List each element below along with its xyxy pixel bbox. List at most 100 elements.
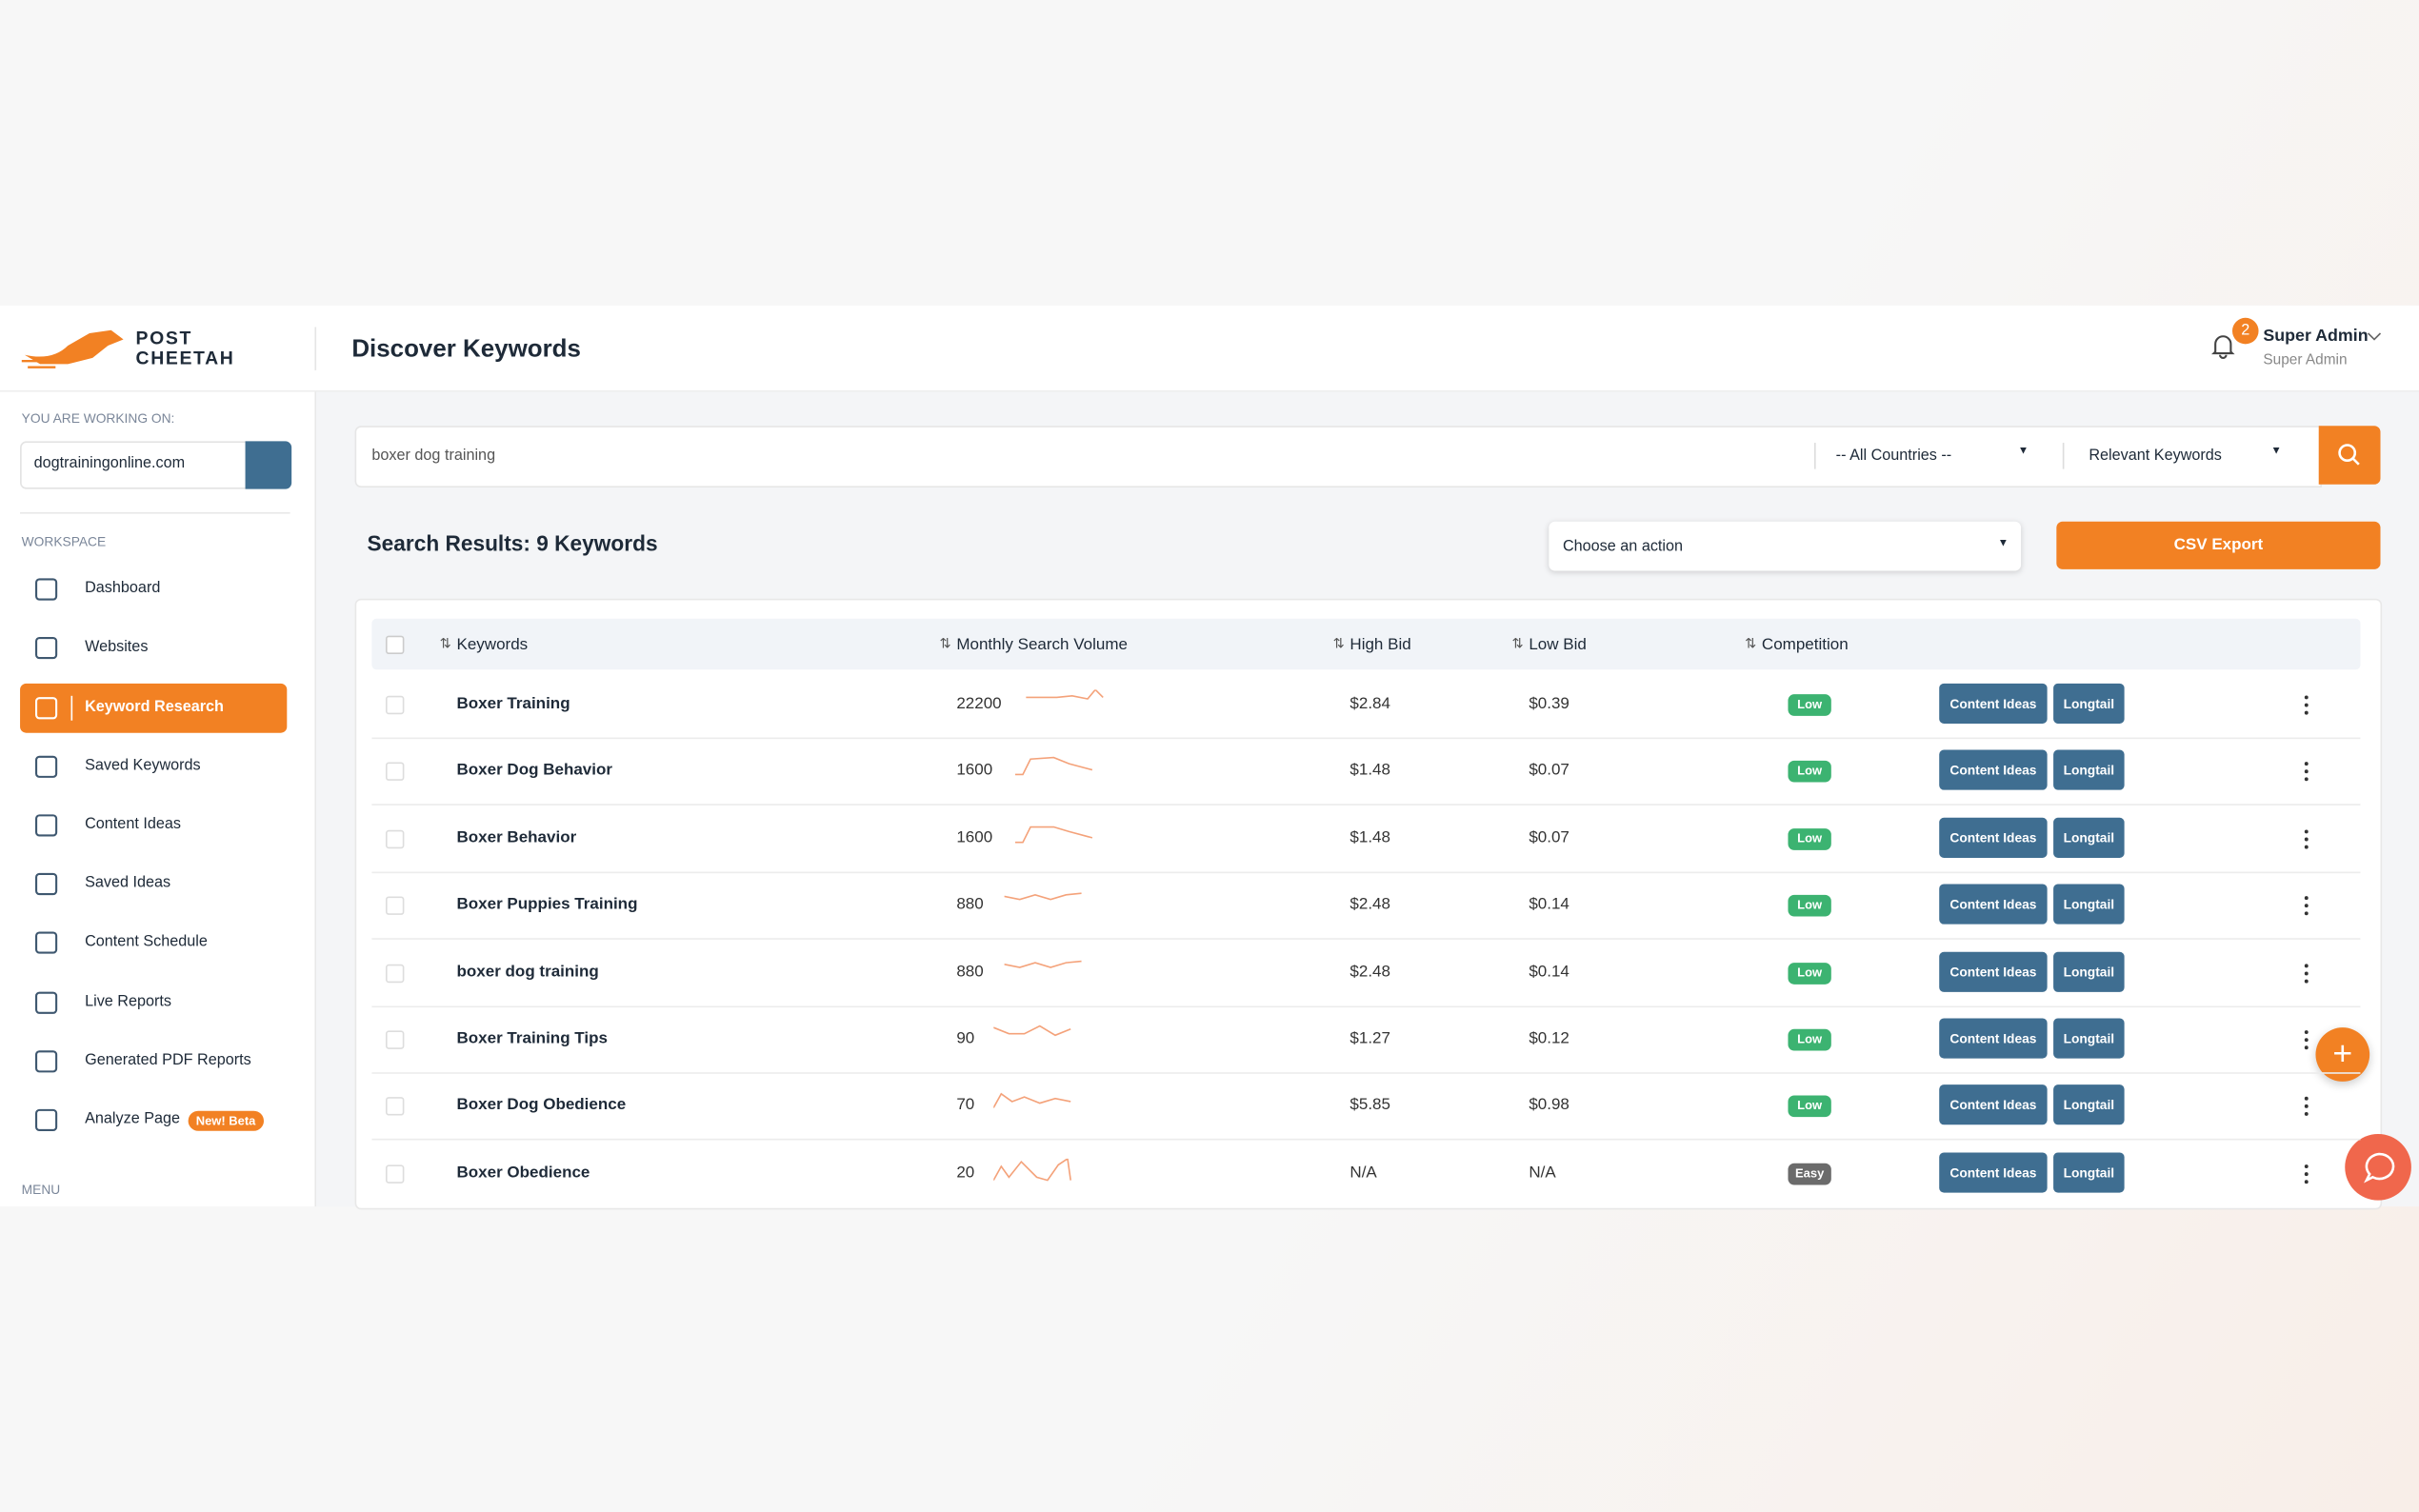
high-bid: $2.48 [1349,895,1390,914]
row-checkbox[interactable] [385,1097,405,1117]
action-select[interactable] [1549,521,2022,571]
row-menu[interactable] [2304,828,2309,850]
nav-item[interactable]: Analyze Page [85,1110,181,1128]
nav-active-bg[interactable] [20,683,288,733]
chevron[interactable] [2367,330,2382,343]
column-header[interactable]: Competition [1761,635,1849,655]
keyword[interactable]: Boxer Dog Obedience [456,1096,627,1115]
competition-badge: Low [1788,761,1831,784]
row-checkbox[interactable] [385,896,405,916]
row-checkbox[interactable] [385,763,405,782]
nav-item[interactable]: Live Reports [85,993,172,1011]
row-menu[interactable] [2304,895,2309,917]
high-bid: $1.48 [1349,761,1390,780]
longtail-button[interactable]: Longtail [2053,951,2125,992]
search-button[interactable] [2318,426,2381,485]
row-checkbox[interactable] [385,829,405,848]
nav-item[interactable]: Websites [85,638,149,656]
content-ideas-button[interactable]: Content Ideas [1939,951,2048,992]
high-bid: $5.85 [1349,1096,1390,1115]
keyword[interactable]: Boxer Obedience [456,1163,590,1182]
low-bid: $0.12 [1529,1028,1569,1048]
country-select[interactable]: -- All Countries -- [1835,447,1952,465]
nav-item[interactable]: Content Ideas [85,816,181,834]
row-menu[interactable] [2304,694,2309,716]
high-bid: $1.27 [1349,1028,1390,1048]
row-menu[interactable] [2304,962,2309,984]
keyword[interactable]: Boxer Training [456,694,570,713]
keyword[interactable]: Boxer Puppies Training [456,895,638,914]
search-volume: 1600 [956,827,993,847]
nav-item[interactable]: Dashboard [85,580,161,598]
mode-select[interactable]: Relevant Keywords [2089,447,2222,465]
longtail-button[interactable]: Longtail [2053,750,2125,791]
caret: ▼ [2270,446,2282,457]
row-divider [371,938,2361,941]
content-ideas-button[interactable]: Content Ideas [1939,1018,2048,1059]
column-header[interactable]: Monthly Search Volume [956,635,1128,655]
search-volume: 70 [956,1096,975,1115]
longtail-button[interactable]: Longtail [2053,1018,2125,1059]
longtail-button[interactable]: Longtail [2053,884,2125,925]
nav-separator [70,695,73,721]
csv-export-button[interactable]: CSV Export [2056,521,2381,569]
row-checkbox[interactable] [385,1164,405,1184]
content-ideas-button[interactable]: Content Ideas [1939,1084,2048,1125]
website-button[interactable] [245,441,292,489]
column-header[interactable]: Keywords [456,635,529,655]
row-menu[interactable] [2304,1163,2309,1184]
caret: ▼ [2017,446,2029,457]
competition-badge: Low [1788,827,1831,850]
bell-icon[interactable] [2210,331,2235,359]
row-divider [371,737,2361,740]
longtail-button[interactable]: Longtail [2053,817,2125,858]
nav-item[interactable]: Keyword Research [85,699,224,716]
nav-icon [35,1050,58,1073]
high-bid: $1.48 [1349,827,1390,847]
row-menu[interactable] [2304,761,2309,783]
nav-icon [35,578,58,601]
keyword[interactable]: boxer dog training [456,962,599,981]
trend-sparkline [1014,826,1093,844]
keyword[interactable]: Boxer Dog Behavior [456,761,613,780]
low-bid: $0.14 [1529,895,1569,914]
content-ideas-button[interactable]: Content Ideas [1939,884,2048,925]
nav-item[interactable]: Saved Ideas [85,874,171,892]
nav-item[interactable]: Saved Keywords [85,757,201,775]
content-ideas-button[interactable]: Content Ideas [1939,683,2048,724]
row-menu[interactable] [2304,1096,2309,1118]
nav-item[interactable]: Content Schedule [85,933,208,951]
results-title: Search Results: 9 Keywords [367,530,658,556]
longtail-button[interactable]: Longtail [2053,1152,2125,1193]
keyword[interactable]: Boxer Training Tips [456,1028,608,1048]
competition-badge: Low [1788,694,1831,716]
content-ideas-button[interactable]: Content Ideas [1939,1152,2048,1193]
row-divider [371,871,2361,873]
divider [2062,443,2065,469]
competition-badge: Low [1788,962,1831,985]
column-header[interactable]: High Bid [1349,635,1411,655]
row-menu[interactable] [2304,1029,2309,1051]
user-name[interactable]: Super Admin [2263,327,2369,346]
chat-button[interactable] [2345,1133,2411,1201]
search-bar[interactable] [354,426,2322,488]
content-ideas-button[interactable]: Content Ideas [1939,750,2048,791]
low-bid: $0.07 [1529,827,1569,847]
working-on-label: YOU ARE WORKING ON: [21,410,175,427]
row-checkbox[interactable] [385,964,405,983]
column-header[interactable]: Low Bid [1529,635,1587,655]
header-checkbox[interactable] [385,635,405,655]
longtail-button[interactable]: Longtail [2053,1084,2125,1125]
nav-item[interactable]: Generated PDF Reports [85,1052,251,1069]
content-ideas-button[interactable]: Content Ideas [1939,817,2048,858]
high-bid: N/A [1349,1163,1377,1182]
page-title: Discover Keywords [351,336,581,363]
nav-icon [35,814,58,837]
row-checkbox[interactable] [385,1030,405,1049]
longtail-button[interactable]: Longtail [2053,683,2125,724]
row-checkbox[interactable] [385,695,405,715]
keyword[interactable]: Boxer Behavior [456,827,577,847]
nav-icon [35,697,58,720]
website-name: dogtrainingonline.com [33,455,186,472]
divider [20,511,290,514]
